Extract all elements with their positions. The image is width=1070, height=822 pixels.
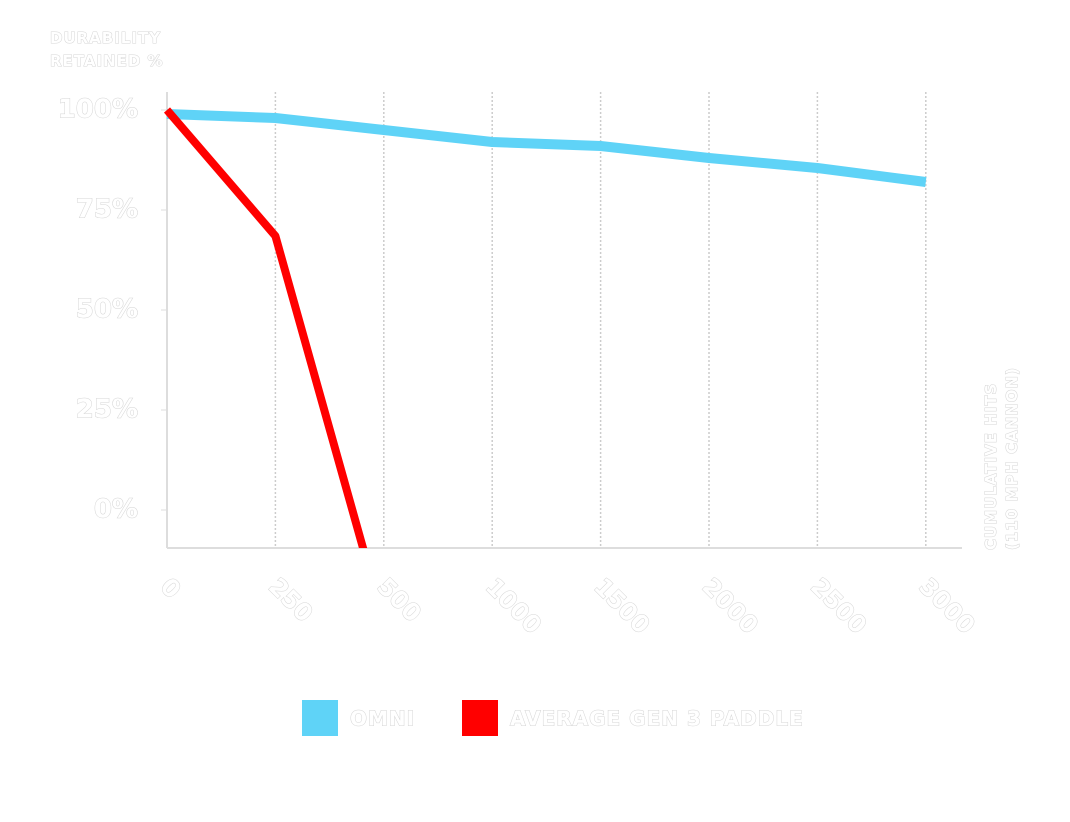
- y-tick-label: 50%: [76, 295, 138, 325]
- x-tick-label: 2500: [805, 572, 872, 639]
- y-tick-label: 25%: [76, 395, 138, 425]
- x-tick-label: 500: [372, 572, 427, 627]
- x-axis-title: (110 MPH CANNON): [1003, 367, 1021, 550]
- legend-swatch: [462, 700, 498, 736]
- x-tick-label: 0: [155, 572, 187, 604]
- x-axis-title: CUMULATIVE HITS: [982, 383, 1000, 550]
- x-tick-label: 250: [263, 572, 318, 627]
- series-line: [166, 109, 927, 187]
- y-tick-label: 100%: [58, 95, 138, 125]
- y-axis-title: DURABILITY: [50, 29, 161, 47]
- legend-swatch: [302, 700, 338, 736]
- plot-area: [163, 107, 927, 548]
- legend-label: OMNI: [350, 707, 415, 731]
- x-tick-label: 1000: [480, 572, 547, 639]
- series-line: [163, 107, 368, 548]
- y-axis-title: RETAINED %: [50, 52, 164, 70]
- x-tick-label: 3000: [914, 572, 981, 639]
- y-tick-label: 0%: [94, 495, 138, 525]
- x-tick-label: 2000: [697, 572, 764, 639]
- legend-label: AVERAGE GEN 3 PADDLE: [510, 707, 804, 731]
- y-tick-label: 75%: [76, 195, 138, 225]
- x-tick-label: 1500: [588, 572, 655, 639]
